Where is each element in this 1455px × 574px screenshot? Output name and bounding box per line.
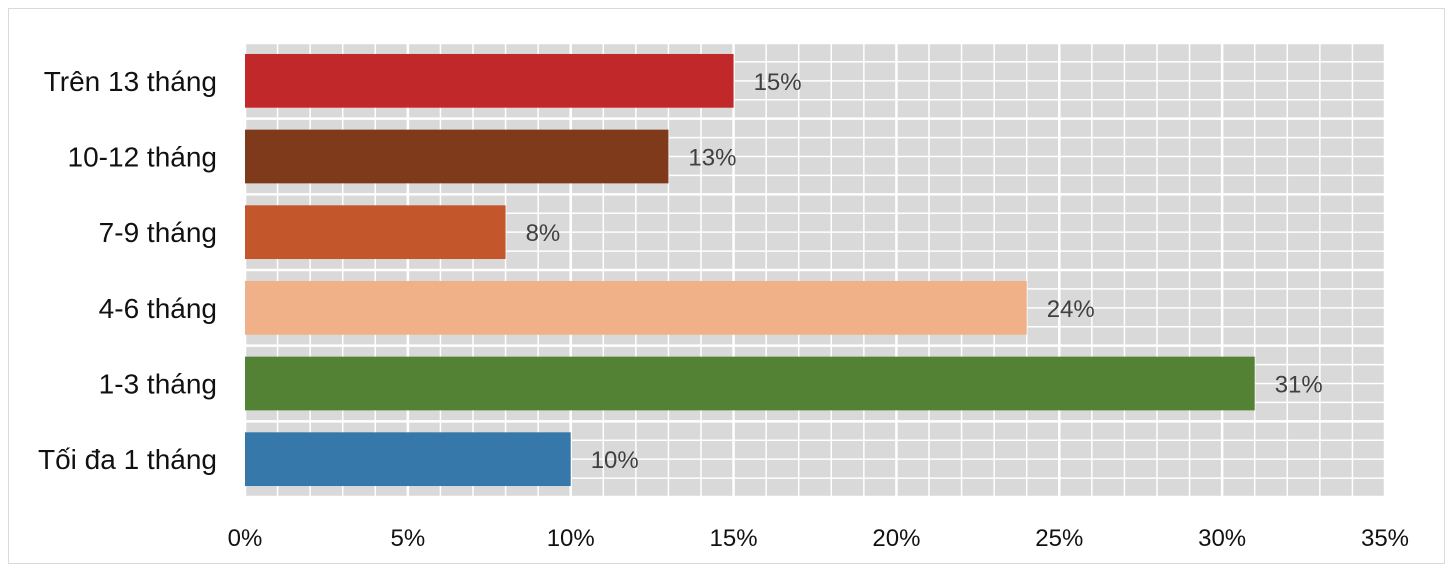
category-label: 4-6 tháng (99, 293, 217, 324)
data-label: 13% (688, 145, 736, 172)
x-tick-label: 20% (872, 525, 920, 552)
category-label: Tối đa 1 tháng (38, 444, 217, 475)
category-label: Trên 13 tháng (44, 66, 217, 97)
data-label: 15% (754, 69, 802, 96)
x-tick-label: 10% (547, 525, 595, 552)
data-label: 8% (526, 220, 561, 247)
data-label: 31% (1275, 372, 1323, 399)
data-label: 24% (1047, 296, 1095, 323)
x-tick-label: 0% (228, 525, 263, 552)
category-label: 1-3 tháng (99, 369, 217, 400)
bar-2 (245, 129, 669, 184)
x-tick-label: 5% (391, 525, 426, 552)
x-tick-label: 30% (1198, 525, 1246, 552)
bar-1 (245, 53, 734, 108)
category-label: 7-9 tháng (99, 217, 217, 248)
category-label: 10-12 tháng (68, 142, 217, 173)
data-label: 10% (591, 447, 639, 474)
bar-3 (245, 205, 506, 260)
x-tick-label: 25% (1035, 525, 1083, 552)
bar-6 (245, 432, 571, 487)
x-tick-label: 35% (1361, 525, 1409, 552)
x-tick-label: 15% (710, 525, 758, 552)
bar-5 (245, 356, 1255, 411)
bar-4 (245, 280, 1027, 335)
